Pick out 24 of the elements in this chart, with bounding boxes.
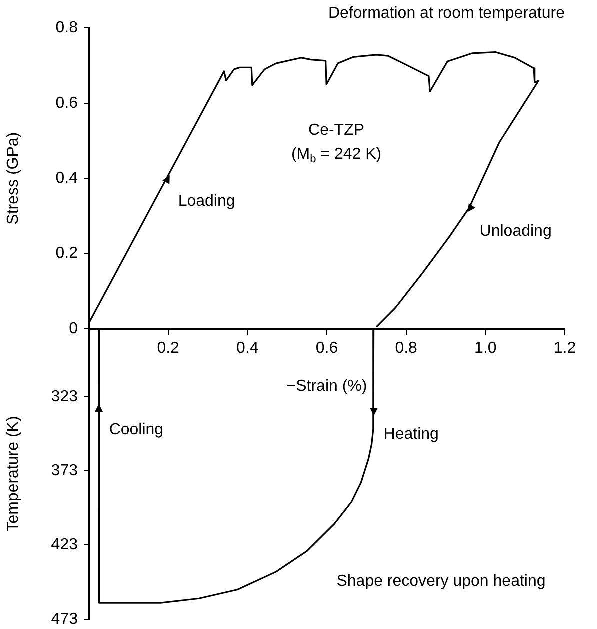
x-axis-title: −Strain (%) (286, 378, 368, 395)
x-tick-label: 0.6 (316, 340, 338, 358)
annotation: Loading (178, 193, 236, 210)
y-tick-label: 423 (51, 537, 78, 554)
annotation: Cooling (109, 422, 164, 440)
x-tick-label: 0.2 (157, 340, 180, 358)
x-tick-label: 0.4 (236, 340, 259, 358)
y-axis-title: Temperature (K) (5, 416, 22, 532)
annotation: Unloading (480, 223, 552, 240)
y-tick-label: 0.4 (56, 170, 78, 188)
y-tick-label: 473 (51, 611, 78, 628)
x-tick-label: 1.2 (554, 340, 576, 358)
y-axis-title: Stress (GPa) (5, 132, 22, 225)
x-tick-label: 1.0 (474, 340, 497, 358)
x-tick-label: 0.8 (395, 340, 418, 358)
y-tick-label: 0.8 (56, 20, 78, 37)
y-tick-label: 0.2 (56, 245, 78, 262)
y-tick-label: 373 (51, 462, 78, 480)
chart-title: Deformation at room temperature (328, 5, 566, 22)
y-tick-label: 0.6 (56, 94, 78, 112)
annotation: Heating (384, 426, 439, 444)
y-tick-label: 323 (51, 388, 78, 406)
annotation: Shape recovery upon heating (336, 573, 546, 590)
y-tick-label: 0 (69, 320, 78, 338)
